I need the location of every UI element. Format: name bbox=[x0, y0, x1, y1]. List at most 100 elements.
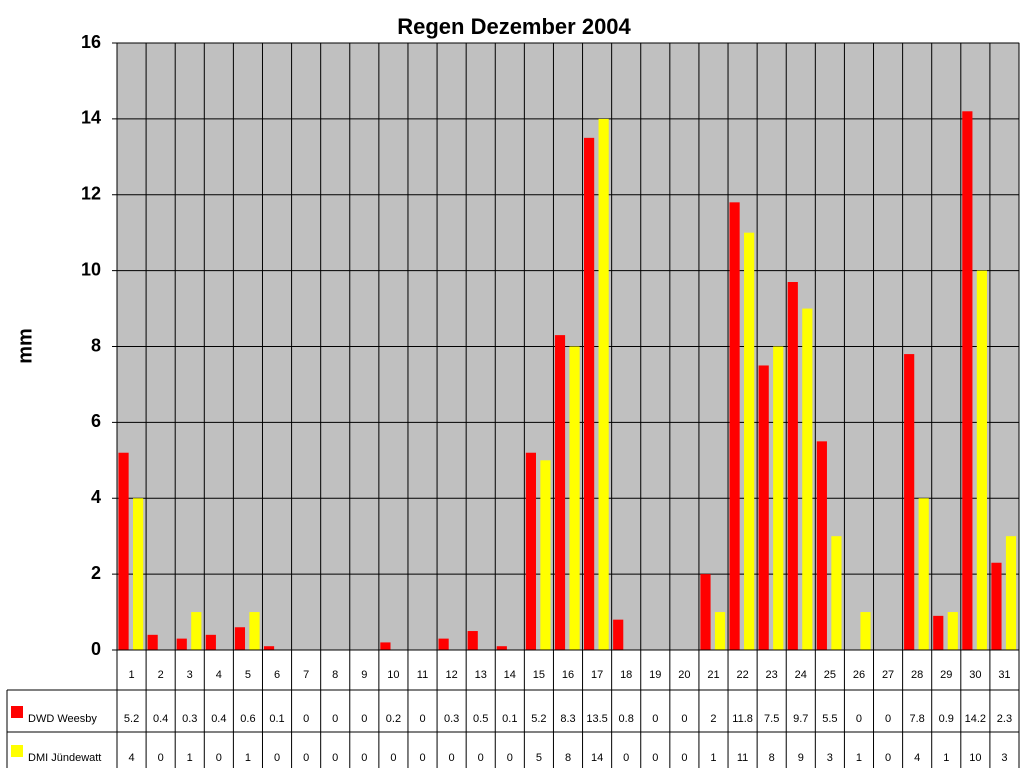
table-value: 0.5 bbox=[473, 713, 488, 725]
table-value: 5.2 bbox=[124, 713, 139, 725]
bar bbox=[584, 137, 595, 650]
x-tick-label: 4 bbox=[216, 669, 222, 681]
legend-label: DWD Weesby bbox=[28, 713, 97, 725]
bar bbox=[976, 270, 987, 650]
table-value: 0 bbox=[361, 752, 367, 764]
table-value: 2 bbox=[710, 713, 716, 725]
x-tick-label: 6 bbox=[274, 669, 280, 681]
x-tick-label: 12 bbox=[445, 669, 457, 681]
table-value: 0.3 bbox=[444, 713, 459, 725]
x-tick-label: 30 bbox=[969, 669, 981, 681]
legend-label: DMI Jündewatt bbox=[28, 752, 101, 764]
table-value: 0 bbox=[507, 752, 513, 764]
bar bbox=[118, 452, 129, 650]
x-tick-label: 8 bbox=[332, 669, 338, 681]
table-value: 1 bbox=[856, 752, 862, 764]
x-tick-label: 31 bbox=[998, 669, 1010, 681]
table-value: 0 bbox=[856, 713, 862, 725]
bar bbox=[438, 638, 449, 650]
table-value: 8 bbox=[769, 752, 775, 764]
bar bbox=[991, 562, 1002, 650]
table-value: 4 bbox=[914, 752, 920, 764]
table-value: 4 bbox=[128, 752, 134, 764]
bar bbox=[816, 441, 827, 650]
y-tick-label: 0 bbox=[91, 639, 101, 659]
y-tick-label: 2 bbox=[91, 563, 101, 583]
bar bbox=[1005, 536, 1017, 650]
x-tick-label: 11 bbox=[417, 669, 428, 681]
bar bbox=[249, 612, 260, 650]
table-value: 0 bbox=[652, 713, 658, 725]
table-value: 0 bbox=[332, 713, 338, 725]
table-value: 7.8 bbox=[910, 713, 925, 725]
bar bbox=[860, 612, 871, 650]
table-value: 0 bbox=[478, 752, 484, 764]
bar bbox=[947, 612, 958, 650]
table-value: 10 bbox=[969, 752, 981, 764]
x-tick-label: 21 bbox=[707, 669, 719, 681]
bar bbox=[380, 642, 391, 650]
x-tick-label: 1 bbox=[128, 669, 134, 681]
table-value: 8.3 bbox=[560, 713, 575, 725]
y-tick-label: 16 bbox=[81, 32, 101, 52]
table-value: 0 bbox=[361, 713, 367, 725]
table-value: 0.6 bbox=[240, 713, 255, 725]
bar bbox=[700, 574, 711, 650]
x-tick-label: 20 bbox=[678, 669, 690, 681]
y-tick-label: 8 bbox=[91, 335, 101, 355]
bar bbox=[234, 627, 246, 650]
bar bbox=[714, 612, 726, 650]
table-value: 0 bbox=[303, 713, 309, 725]
x-tick-label: 9 bbox=[361, 669, 367, 681]
table-value: 0.1 bbox=[269, 713, 284, 725]
bar bbox=[613, 619, 624, 650]
table-value: 14.2 bbox=[965, 713, 986, 725]
bar bbox=[933, 615, 944, 650]
y-tick-label: 12 bbox=[81, 184, 101, 204]
x-tick-label: 26 bbox=[853, 669, 865, 681]
x-tick-label: 3 bbox=[187, 669, 193, 681]
bar bbox=[191, 612, 202, 650]
table-value: 0 bbox=[332, 752, 338, 764]
x-tick-label: 16 bbox=[562, 669, 574, 681]
bar bbox=[496, 646, 507, 650]
table-value: 0 bbox=[449, 752, 455, 764]
chart-title: Regen Dezember 2004 bbox=[397, 14, 631, 39]
y-tick-label: 10 bbox=[81, 259, 101, 279]
table-value: 3 bbox=[827, 752, 833, 764]
y-axis-label: mm bbox=[14, 328, 36, 364]
table-value: 0 bbox=[885, 752, 891, 764]
x-tick-label: 5 bbox=[245, 669, 251, 681]
x-tick-label: 10 bbox=[387, 669, 399, 681]
table-value: 0.9 bbox=[939, 713, 954, 725]
table-value: 0.4 bbox=[153, 713, 168, 725]
bar bbox=[569, 346, 580, 650]
bar bbox=[729, 202, 740, 650]
table-value: 0.2 bbox=[386, 713, 401, 725]
table-value: 0 bbox=[274, 752, 280, 764]
bar bbox=[904, 354, 915, 650]
x-tick-label: 28 bbox=[911, 669, 923, 681]
table-value: 11 bbox=[737, 752, 748, 764]
x-tick-label: 19 bbox=[649, 669, 661, 681]
table-value: 8 bbox=[565, 752, 571, 764]
bar bbox=[758, 365, 769, 650]
bar bbox=[147, 634, 158, 650]
table-value: 0 bbox=[681, 713, 687, 725]
y-tick-label: 4 bbox=[91, 487, 101, 507]
table-value: 0.1 bbox=[502, 713, 517, 725]
bar bbox=[773, 346, 784, 650]
table-value: 9 bbox=[798, 752, 804, 764]
table-value: 5.2 bbox=[531, 713, 546, 725]
table-value: 14 bbox=[591, 752, 603, 764]
x-tick-label: 22 bbox=[736, 669, 748, 681]
table-value: 0 bbox=[419, 752, 425, 764]
bar bbox=[525, 452, 536, 650]
bar bbox=[744, 232, 755, 650]
table-value: 5 bbox=[536, 752, 542, 764]
bar bbox=[176, 638, 187, 650]
table-value: 13.5 bbox=[586, 713, 607, 725]
table-value: 5.5 bbox=[822, 713, 837, 725]
table-value: 0 bbox=[390, 752, 396, 764]
